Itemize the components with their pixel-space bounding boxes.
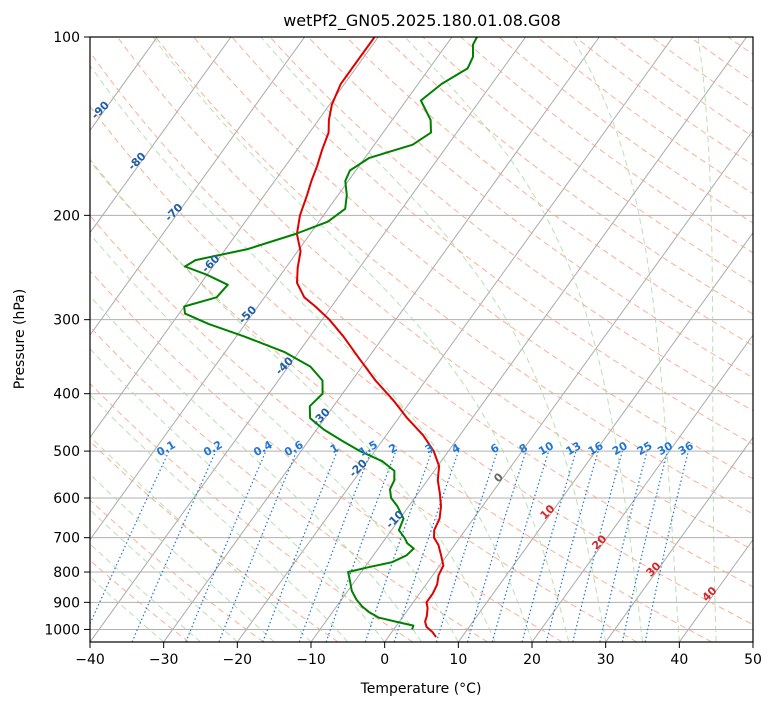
moist-adiabat--10 bbox=[90, 435, 312, 642]
moist-adiabat-5 bbox=[90, 295, 422, 642]
moist-adiabat--30 bbox=[90, 576, 165, 642]
mixing-ratio-line-16 bbox=[545, 450, 599, 642]
dry-adiabat-20 bbox=[90, 270, 563, 642]
mixing-ratio-line-25 bbox=[599, 450, 648, 642]
series-temperature-line bbox=[295, 37, 445, 638]
moist-adiabat-lines bbox=[90, 37, 717, 642]
mixing-ratio-line-0.2 bbox=[131, 450, 217, 642]
moist-adiabat-45 bbox=[697, 37, 717, 642]
mixing-ratio-line-1.5 bbox=[298, 450, 372, 642]
y-axis-label: Pressure (hPa) bbox=[12, 289, 28, 389]
chart-title: wetPf2_GN05.2025.180.01.08.G08 bbox=[283, 11, 561, 31]
dry-adiabat-70 bbox=[117, 37, 753, 551]
isotherm--30 bbox=[163, 37, 600, 642]
x-tick-label: 20 bbox=[523, 652, 541, 668]
isotherm-10 bbox=[457, 231, 753, 642]
y-tick-label: 300 bbox=[53, 313, 80, 329]
dry-adiabat-40 bbox=[90, 160, 712, 642]
moist-adiabat--20 bbox=[90, 509, 238, 642]
x-axis-label: Temperature (°C) bbox=[360, 681, 482, 697]
y-tick-label: 800 bbox=[53, 565, 80, 581]
mixing-ratio-line-3 bbox=[364, 450, 433, 642]
y-tick-label: 500 bbox=[53, 444, 80, 460]
dry-adiabat-150 bbox=[422, 37, 753, 284]
isotherm-0 bbox=[384, 129, 753, 642]
dry-adiabat--20 bbox=[90, 499, 264, 642]
series-dewpoint-line bbox=[183, 37, 478, 630]
profile-series bbox=[183, 37, 478, 638]
mixing-ratio-line-20 bbox=[572, 450, 623, 642]
dry-adiabat-110 bbox=[269, 37, 753, 412]
x-tick-label: −40 bbox=[75, 652, 105, 668]
dry-adiabat-50 bbox=[90, 105, 753, 626]
dry-adiabat-lines bbox=[90, 37, 753, 642]
isotherm--60 bbox=[90, 37, 379, 439]
isotherm--20 bbox=[236, 37, 674, 642]
moist-adiabat-35 bbox=[404, 37, 643, 642]
moist-adiabat-20 bbox=[90, 64, 533, 642]
mixing-ratio-line-30 bbox=[621, 450, 669, 642]
mixing-ratio-line-1 bbox=[262, 450, 338, 642]
dry-adiabat-100 bbox=[231, 37, 753, 445]
moist-adiabat-0 bbox=[90, 348, 386, 642]
mixing-ratio-line-36 bbox=[644, 450, 689, 642]
moist-adiabat-40 bbox=[571, 37, 680, 642]
moist-adiabat--15 bbox=[90, 473, 275, 642]
mixing-ratio-lines bbox=[90, 450, 689, 642]
moist-adiabat-15 bbox=[90, 158, 496, 642]
x-tick-label: 10 bbox=[449, 652, 467, 668]
plot-area: 0.10.20.40.611.52346810131620253036-100-… bbox=[90, 37, 753, 642]
x-tick-label: 30 bbox=[597, 652, 615, 668]
dry-adiabat-140 bbox=[384, 37, 753, 315]
y-tick-label: 600 bbox=[53, 491, 80, 507]
y-tick-label: 400 bbox=[53, 387, 80, 403]
dry-adiabat-80 bbox=[155, 37, 753, 515]
y-axis-ticks: 100 200 300 400 500 600 700 800 900 1000 bbox=[44, 30, 90, 638]
isotherm--70 bbox=[90, 37, 306, 336]
x-axis-ticks: −40 −30 −20 −10 0 10 20 30 40 50 bbox=[75, 642, 762, 668]
plot-frame bbox=[89, 36, 754, 643]
mixing-ratio-line-13 bbox=[521, 450, 577, 642]
x-tick-label: −30 bbox=[149, 652, 179, 668]
y-tick-label: 1000 bbox=[44, 622, 80, 638]
moist-adiabat--25 bbox=[90, 543, 201, 642]
y-tick-label: 900 bbox=[53, 595, 80, 611]
mixing-ratio-line-4 bbox=[393, 450, 460, 642]
y-tick-label: 700 bbox=[53, 531, 80, 547]
dry-adiabat-90 bbox=[193, 37, 753, 480]
dry-adiabat-0 bbox=[90, 382, 414, 642]
dry-adiabat-10 bbox=[90, 326, 488, 642]
isotherm-30 bbox=[605, 436, 753, 642]
mixing-ratio-line-2 bbox=[325, 450, 397, 642]
x-tick-label: −10 bbox=[296, 652, 326, 668]
moist-adiabat-10 bbox=[90, 233, 459, 642]
mixing-ratio-line-10 bbox=[491, 450, 550, 642]
isobar-grid bbox=[90, 37, 753, 630]
x-tick-label: −20 bbox=[223, 652, 253, 668]
mixing-ratio-line-0.4 bbox=[185, 450, 267, 642]
x-tick-label: 0 bbox=[380, 652, 389, 668]
dry-adiabat-60 bbox=[90, 51, 753, 588]
isotherm-40 bbox=[678, 538, 753, 642]
mixing-ratio-line-6 bbox=[435, 450, 498, 642]
moist-adiabat-25 bbox=[152, 37, 570, 642]
x-tick-label: 40 bbox=[670, 652, 688, 668]
isotherm--50 bbox=[90, 37, 453, 541]
x-tick-label: 50 bbox=[744, 652, 762, 668]
isotherm--80 bbox=[90, 37, 232, 234]
isotherm-20 bbox=[531, 334, 753, 642]
y-tick-label: 100 bbox=[53, 30, 80, 46]
moist-adiabat--5 bbox=[90, 394, 349, 642]
moist-adiabat-30 bbox=[260, 37, 607, 642]
mixing-ratio-line-8 bbox=[466, 450, 527, 642]
mixing-ratio-line-0.6 bbox=[218, 450, 298, 642]
y-tick-label: 200 bbox=[53, 208, 80, 224]
